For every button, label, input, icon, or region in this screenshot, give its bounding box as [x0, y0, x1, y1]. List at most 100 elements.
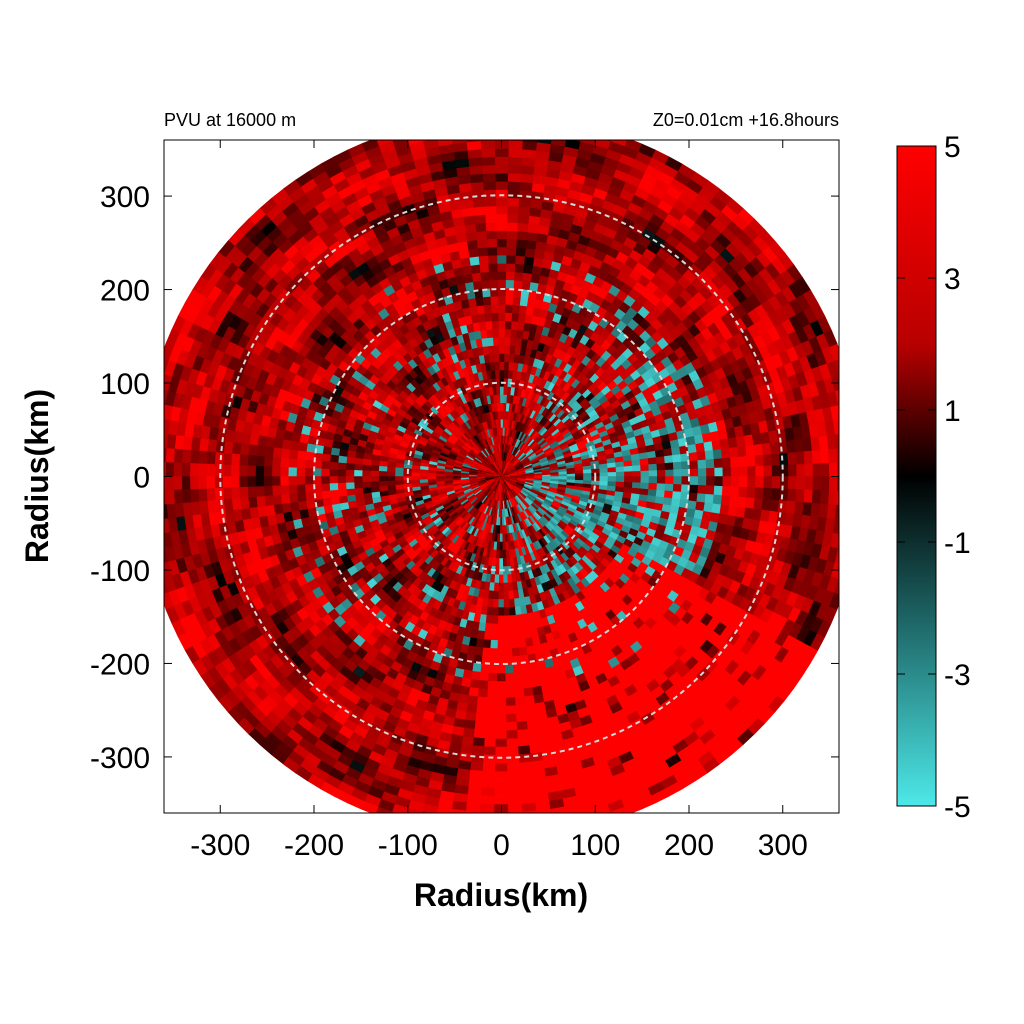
heatmap-cell	[721, 485, 732, 497]
heatmap-cell	[484, 738, 497, 748]
heatmap-cell	[712, 493, 723, 505]
heatmap-cell	[467, 695, 479, 706]
heatmap-cell	[705, 484, 715, 495]
heatmap-cell	[497, 648, 506, 658]
heatmap-cell	[504, 639, 513, 650]
heatmap-cell	[664, 461, 674, 470]
heatmap-cell	[486, 705, 498, 715]
heatmap-cell	[471, 670, 482, 681]
heatmap-cell	[495, 213, 508, 223]
heatmap-cell	[353, 463, 363, 472]
heatmap-cell	[504, 303, 513, 314]
heatmap-cell	[648, 476, 658, 484]
heatmap-cell	[640, 463, 650, 472]
heatmap-cell	[305, 499, 316, 510]
heatmap-cell	[713, 485, 724, 496]
heatmap-cell	[615, 470, 625, 477]
heatmap-cell	[297, 441, 308, 453]
heatmap-cell	[518, 304, 528, 315]
heatmap-cell	[696, 492, 707, 503]
heatmap-cell	[503, 361, 510, 371]
heatmap-cell	[771, 464, 781, 477]
heatmap-cell	[504, 615, 512, 625]
heatmap-cell	[505, 254, 516, 264]
heatmap-cell	[506, 221, 518, 232]
heatmap-cell	[264, 495, 274, 507]
heatmap-cell	[761, 498, 772, 511]
heatmap-cell	[484, 729, 497, 740]
heatmap-cell	[279, 476, 289, 487]
heatmap-cell	[506, 197, 520, 207]
heatmap-cell	[231, 442, 242, 455]
heatmap-cell	[320, 461, 331, 470]
heatmap-cell	[511, 639, 520, 649]
heatmap-cell	[632, 476, 642, 483]
heatmap-cell	[320, 476, 330, 485]
heatmap-cell	[703, 501, 714, 513]
heatmap-cell	[329, 489, 340, 499]
heatmap-cell	[747, 465, 757, 477]
heatmap-cell	[489, 648, 499, 658]
heatmap-cell	[289, 501, 300, 513]
heatmap-cell	[706, 476, 716, 486]
heatmap-cell	[493, 590, 500, 600]
heatmap-cell	[648, 482, 658, 490]
heatmap-cell	[515, 238, 527, 249]
heatmap-cell	[495, 713, 508, 723]
heatmap-cell	[640, 481, 650, 490]
heatmap-cell	[730, 466, 740, 477]
heatmap-cell	[296, 492, 307, 503]
heatmap-cell	[519, 296, 529, 307]
heatmap-cell	[491, 320, 499, 330]
heatmap-cell	[345, 482, 355, 490]
heatmap-cell	[697, 484, 707, 495]
heatmap-cell	[504, 320, 512, 330]
heatmap-cell	[664, 483, 674, 492]
heatmap-cell	[655, 489, 666, 498]
heatmap-cell	[484, 622, 493, 633]
heatmap-cell	[247, 496, 258, 509]
heatmap-cell	[513, 671, 524, 682]
heatmap-cell	[281, 439, 292, 451]
heatmap-cell	[714, 476, 724, 487]
heatmap-cell	[754, 454, 765, 467]
heatmap-cell	[497, 623, 506, 633]
heatmap-cell	[394, 476, 404, 482]
heatmap-cell	[378, 470, 388, 477]
heatmap-cell	[517, 214, 530, 224]
heatmap-cell	[304, 459, 314, 469]
heatmap-cell	[498, 590, 505, 600]
heatmap-cell	[656, 482, 666, 491]
heatmap-cell	[475, 712, 487, 723]
heatmap-cell	[755, 476, 765, 488]
heatmap-cell	[476, 704, 488, 715]
heatmap-cell	[494, 574, 500, 584]
heatmap-cell	[263, 485, 273, 497]
heatmap-cell	[505, 279, 515, 289]
heatmap-cell	[370, 465, 380, 472]
heatmap-cell	[485, 614, 494, 625]
heatmap-cell	[498, 607, 505, 617]
heatmap-cell	[705, 458, 715, 469]
heatmap-cell	[484, 631, 493, 641]
heatmap-cell	[558, 476, 568, 480]
heatmap-cell	[255, 486, 265, 498]
heatmap-cell	[496, 541, 501, 551]
heatmap-cell	[672, 483, 683, 492]
heatmap-cell	[514, 255, 526, 265]
heatmap-cell	[304, 491, 315, 502]
heatmap-cell	[490, 631, 499, 641]
heatmap-cell	[353, 481, 363, 490]
heatmap-cell	[361, 470, 371, 477]
heatmap-cell	[496, 271, 507, 281]
heatmap-cell	[496, 254, 507, 264]
heatmap-cell	[495, 722, 508, 732]
heatmap-cell	[483, 304, 492, 314]
heatmap-cell	[737, 496, 748, 508]
heatmap-cell	[484, 312, 493, 322]
heatmap-cell	[505, 271, 515, 281]
heatmap-cell	[673, 468, 683, 477]
heatmap-cell	[255, 476, 265, 488]
heatmap-cell	[288, 493, 299, 504]
heatmap-cell	[704, 449, 715, 460]
